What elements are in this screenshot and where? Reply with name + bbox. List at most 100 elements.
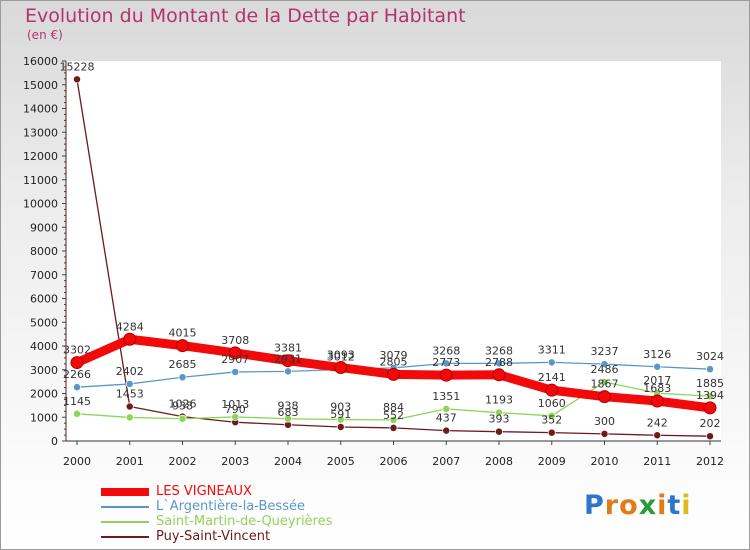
data-point (706, 432, 714, 441)
data-label: 2931 (274, 352, 302, 365)
data-label: 938 (278, 400, 299, 413)
data-label: 15228 (60, 60, 95, 73)
data-point (281, 354, 295, 368)
data-point (389, 416, 398, 424)
data-label: 1885 (696, 377, 724, 390)
y-tick-label: 13000 (23, 126, 58, 139)
data-point (336, 415, 345, 424)
data-label: 437 (436, 412, 457, 425)
data-label: 4015 (169, 327, 197, 340)
data-point (598, 390, 611, 404)
data-label: 3708 (221, 334, 249, 347)
y-tick-label: 5000 (30, 316, 58, 329)
data-label: 2685 (169, 358, 197, 371)
data-label: 1683 (643, 382, 671, 395)
data-point (495, 427, 503, 436)
data-point (284, 414, 292, 423)
y-tick-label: 1000 (30, 411, 58, 424)
data-point (334, 361, 348, 375)
data-point (547, 411, 556, 420)
data-label: 3126 (643, 348, 671, 361)
y-tick-label: 12000 (23, 150, 58, 163)
data-point (547, 428, 556, 437)
y-tick-label: 8000 (30, 245, 58, 258)
x-tick-label: 2009 (538, 455, 566, 468)
data-label: 3268 (432, 344, 460, 357)
legend-label: L`Argentière-la-Bessée (156, 499, 305, 514)
data-point (703, 401, 717, 415)
data-label: 591 (330, 408, 351, 421)
y-tick-label: 7000 (30, 269, 58, 282)
data-point (547, 358, 556, 367)
x-tick-label: 2006 (380, 455, 408, 468)
data-point (228, 346, 242, 360)
x-tick-label: 2005 (327, 455, 355, 468)
chart-title: Evolution du Montant de la Dette par Hab… (25, 5, 466, 27)
legend-swatch (101, 506, 149, 508)
data-label: 3311 (538, 343, 566, 356)
y-tick-label: 2000 (30, 388, 58, 401)
data-point (442, 404, 451, 413)
data-label: 3093 (327, 349, 355, 362)
data-point (73, 409, 81, 418)
data-point (495, 408, 503, 417)
x-tick-label: 2012 (696, 455, 724, 468)
legend-swatch (101, 488, 149, 496)
y-tick-label: 4000 (30, 340, 58, 353)
y-tick-label: 11000 (23, 174, 58, 187)
data-point (123, 332, 137, 346)
data-point (336, 423, 345, 431)
data-point (650, 394, 664, 408)
x-tick-label: 2007 (432, 455, 460, 468)
data-label: 2141 (538, 371, 566, 384)
x-tick-label: 2003 (221, 455, 249, 468)
data-label: 2017 (643, 374, 671, 387)
legend-swatch (101, 521, 149, 523)
data-point (653, 362, 662, 371)
data-label: 202 (700, 417, 721, 430)
data-label: 242 (647, 416, 668, 429)
data-label: 3302 (63, 344, 91, 357)
data-label: 3024 (696, 350, 724, 363)
data-label: 884 (383, 401, 404, 414)
y-tick-label: 10000 (23, 198, 58, 211)
data-label: 3012 (327, 350, 355, 363)
data-label: 1193 (485, 394, 513, 407)
data-label: 683 (278, 406, 299, 419)
data-label: 938 (172, 400, 193, 413)
data-point (176, 339, 189, 353)
y-tick-label: 16000 (23, 55, 58, 68)
legend-label: Puy-Saint-Vincent (156, 529, 271, 544)
x-tick-label: 2001 (116, 455, 144, 468)
x-tick-label: 2000 (63, 455, 91, 468)
legend-label: LES VIGNEAUX (156, 484, 252, 499)
data-label: 1867 (591, 378, 619, 391)
data-point (492, 368, 506, 382)
data-point (442, 426, 451, 435)
plot-area (66, 61, 721, 441)
data-label: 3268 (485, 344, 513, 357)
data-point (70, 356, 84, 370)
data-label: 1026 (169, 398, 197, 411)
data-label: 300 (594, 415, 615, 428)
data-label: 3381 (274, 342, 302, 355)
data-point (600, 360, 609, 369)
data-point (495, 359, 503, 368)
data-label: 4284 (116, 320, 144, 333)
x-tick-label: 2008 (485, 455, 513, 468)
data-point (389, 423, 398, 432)
data-point (545, 383, 559, 397)
data-label: 3079 (380, 349, 408, 362)
data-label: 2788 (485, 356, 513, 369)
data-point (600, 378, 609, 386)
y-tick-label: 15000 (23, 79, 58, 92)
chart-subtitle: (en €) (27, 28, 63, 42)
legend-swatch (101, 536, 149, 538)
data-point (73, 75, 81, 84)
data-point (439, 368, 453, 382)
y-tick-label: 14000 (23, 103, 58, 116)
brand-letter: o (619, 490, 639, 521)
data-label: 2773 (432, 356, 460, 369)
